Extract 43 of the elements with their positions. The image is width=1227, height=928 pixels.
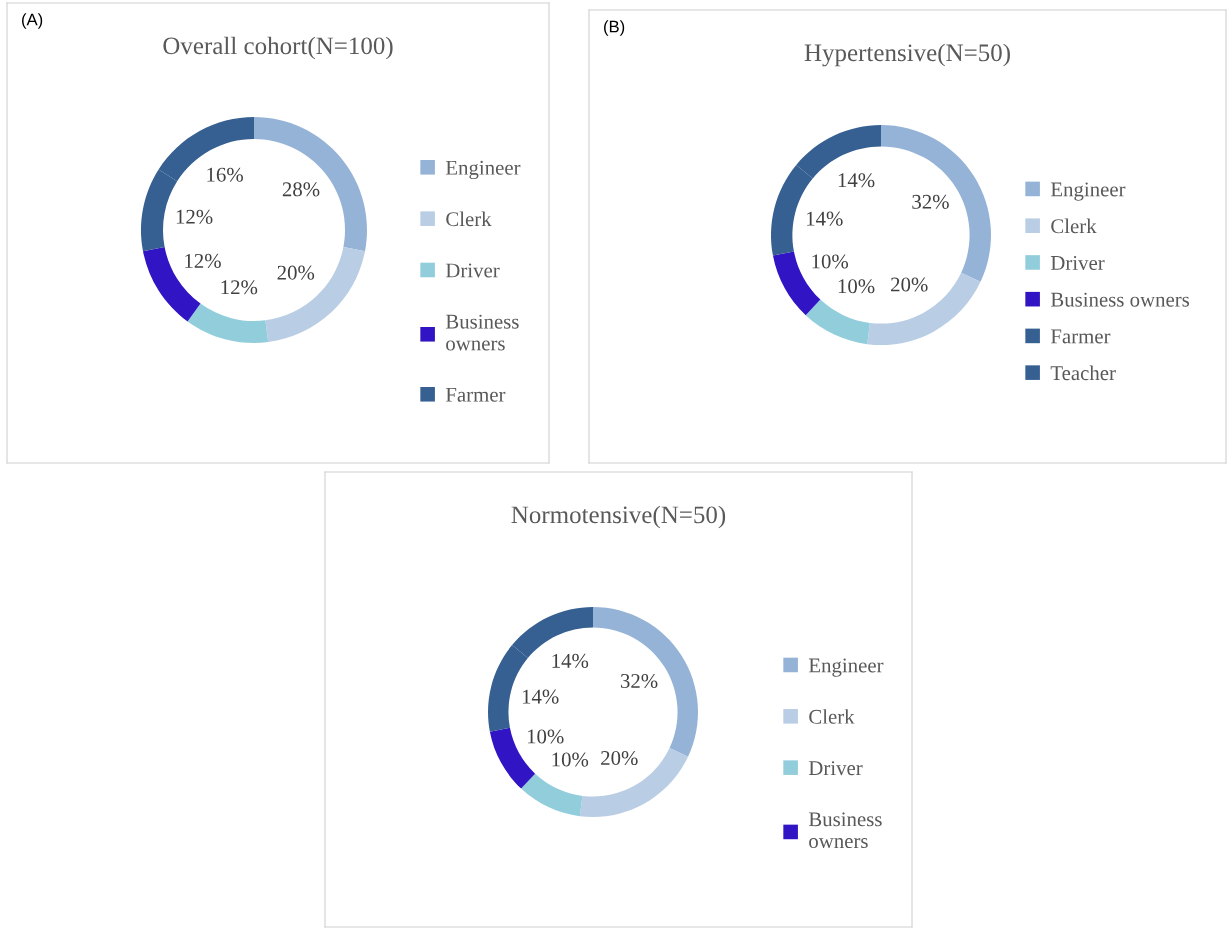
data-label: 10% — [552, 752, 589, 767]
legend-label: Clerk — [1051, 218, 1097, 234]
legend-label: Engineer — [808, 658, 884, 677]
data-label: 12% — [221, 280, 258, 295]
donut-slice — [254, 117, 367, 252]
data-label: 14% — [522, 689, 559, 704]
data-label: 10% — [838, 279, 875, 294]
data-label: 14% — [807, 211, 843, 226]
legend-label: Clerk — [809, 709, 855, 724]
legend-label: Driver — [808, 761, 863, 776]
legend-label: Clerk — [446, 211, 492, 227]
donut-slice — [265, 247, 365, 343]
legend-label: Business owners — [445, 314, 519, 351]
legend-label: Engineer — [1050, 182, 1126, 201]
legend-label: Business owners — [808, 812, 882, 849]
data-label: 16% — [207, 167, 243, 182]
data-label: 14% — [838, 173, 875, 188]
legend-label: Farmer — [445, 387, 506, 402]
legend-label: Engineer — [445, 160, 521, 180]
data-label: 12% — [176, 209, 213, 224]
chart-title: Normotensive(N=50) — [511, 505, 726, 529]
donut-slice — [521, 773, 583, 817]
data-label: 10% — [527, 729, 564, 744]
chart-title: Hypertensive(N=50) — [804, 43, 1010, 67]
data-label: 12% — [185, 253, 221, 268]
legend-label: Driver — [445, 263, 500, 278]
legend-label: Business owners — [1050, 292, 1190, 307]
donut-slice — [187, 303, 269, 343]
text: (B) — [604, 20, 625, 36]
chart-title: Overall cohort(N=100) — [163, 36, 393, 60]
legend-label: Farmer — [1050, 329, 1111, 344]
data-label: 10% — [812, 254, 849, 269]
data-label: 20% — [277, 265, 315, 280]
donut-slice — [805, 299, 870, 345]
data-label: 14% — [552, 653, 589, 668]
legend-label: Driver — [1050, 255, 1105, 270]
legend-label: Teacher — [1050, 365, 1116, 381]
data-label: 28% — [282, 182, 320, 197]
data-label: 32% — [620, 673, 658, 689]
data-label: 20% — [891, 277, 928, 292]
data-label: 20% — [601, 750, 638, 766]
data-label: 32% — [912, 194, 949, 209]
text: (A) — [22, 13, 43, 29]
